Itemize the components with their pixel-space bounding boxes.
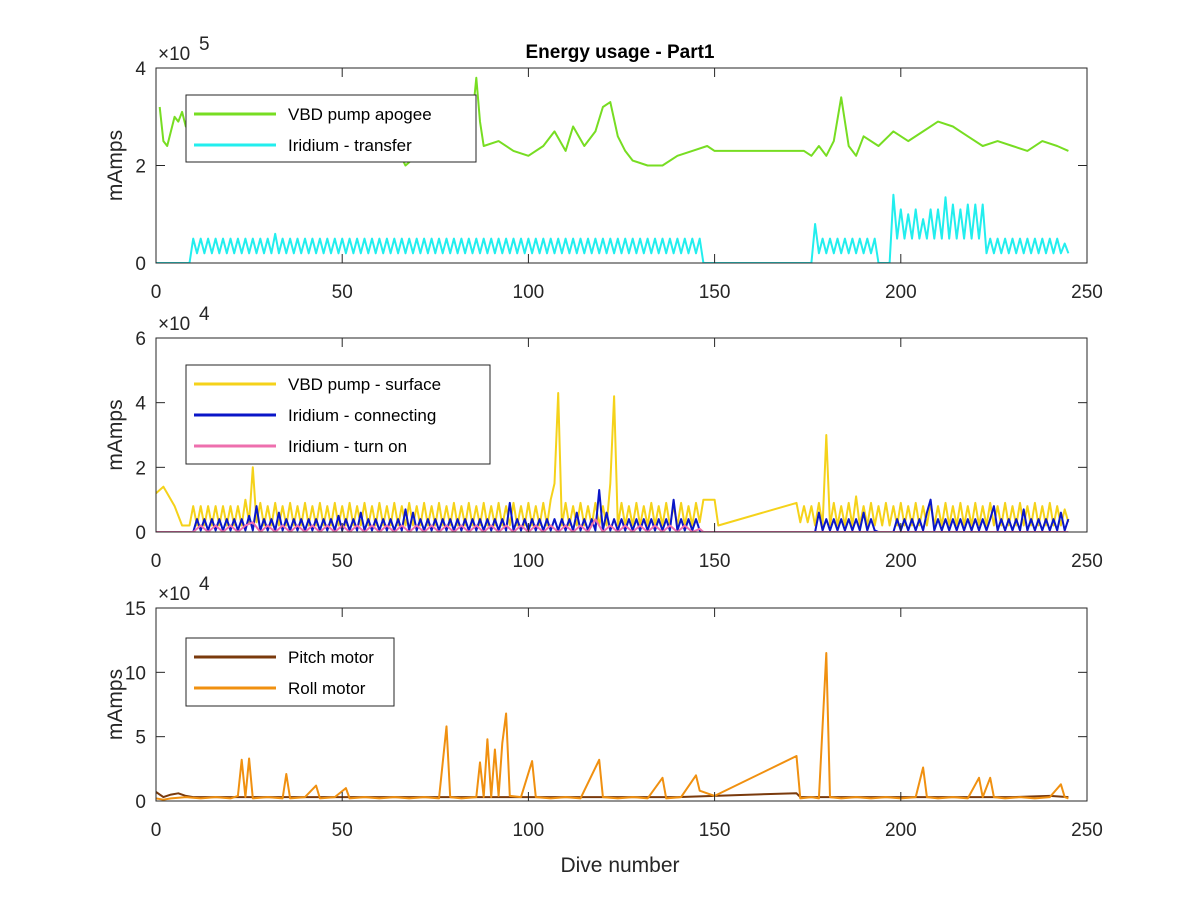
legend-label: VBD pump - surface [288, 375, 441, 394]
legend-box [185, 637, 395, 707]
y-tick-label: 2 [135, 157, 146, 178]
x-tick-label: 200 [885, 551, 917, 572]
y-tick-label: 0 [135, 523, 146, 544]
series-line-iridium-transfer [156, 193, 1070, 263]
y-tick-label: 15 [125, 599, 146, 620]
y-exponent-power: 5 [199, 34, 210, 55]
y-exponent-power: 4 [199, 574, 210, 595]
x-tick-label: 250 [1071, 820, 1103, 841]
legend-label: Iridium - transfer [288, 136, 412, 155]
x-tick-label: 100 [513, 820, 545, 841]
x-tick-label: 200 [885, 282, 917, 303]
axes-box [155, 607, 1088, 802]
legend-label: VBD pump apogee [288, 105, 432, 124]
x-tick-label: 200 [885, 820, 917, 841]
x-tick-label: 100 [513, 551, 545, 572]
legend: Pitch motor Roll motor [185, 637, 395, 707]
y-axis-label: mAmps [104, 399, 127, 470]
y-tick-label: 4 [135, 59, 146, 80]
series-line-iridium-connecting [156, 489, 1070, 532]
x-tick-label: 150 [699, 282, 731, 303]
x-tick-label: 250 [1071, 551, 1103, 572]
y-tick-label: 0 [135, 792, 146, 813]
y-tick-label: 10 [125, 663, 146, 684]
series-lines [156, 392, 1070, 532]
x-tick-label: 150 [699, 820, 731, 841]
x-tick-label: 150 [699, 551, 731, 572]
legend-label: Iridium - turn on [288, 437, 407, 456]
y-tick-label: 2 [135, 458, 146, 479]
x-axis-label: Dive number [560, 854, 679, 877]
y-tick-label: 5 [135, 728, 146, 749]
x-tick-label: 50 [332, 551, 353, 572]
x-tick-label: 0 [151, 551, 162, 572]
y-exponent-power: 4 [199, 304, 210, 325]
y-exponent-base: ×10 [158, 44, 190, 65]
legend-label: Pitch motor [288, 648, 374, 667]
subplot-2: 0 50 100 150 200 250 0 2 4 6 ×10 4 mAmps VBD pump - s… [104, 304, 1103, 572]
figure-title: Energy usage - Part1 [525, 42, 714, 63]
axes-box [155, 337, 1088, 533]
y-tick-label: 0 [135, 254, 146, 275]
x-tick-label: 250 [1071, 282, 1103, 303]
y-axis-label: mAmps [104, 669, 127, 740]
x-tick-label: 50 [332, 282, 353, 303]
y-exponent-base: ×10 [158, 584, 190, 605]
x-tick-label: 0 [151, 820, 162, 841]
legend-box [185, 94, 477, 163]
y-tick-label: 6 [135, 329, 146, 350]
subplot-3: 0 50 100 150 200 250 0 5 10 15 ×10 4 mAmps Pitch moto… [104, 574, 1103, 841]
y-axis-label: mAmps [104, 130, 127, 201]
x-tick-label: 100 [513, 282, 545, 303]
series-line-iridium-turn-on [156, 518, 1069, 532]
x-tick-label: 0 [151, 282, 162, 303]
series-line-roll-motor [156, 652, 1069, 801]
legend-label: Iridium - connecting [288, 406, 436, 425]
x-tick-label: 50 [332, 820, 353, 841]
legend-label: Roll motor [288, 679, 366, 698]
y-tick-label: 4 [135, 394, 146, 415]
y-exponent-base: ×10 [158, 314, 190, 335]
legend: VBD pump apogee Iridium - transfer [185, 94, 477, 163]
legend: VBD pump - surface Iridium - connecting Ir… [185, 364, 491, 465]
subplot-1: 0 50 100 150 200 250 0 2 4 ×10 5 mAmps VBD pump apog… [104, 34, 1103, 303]
